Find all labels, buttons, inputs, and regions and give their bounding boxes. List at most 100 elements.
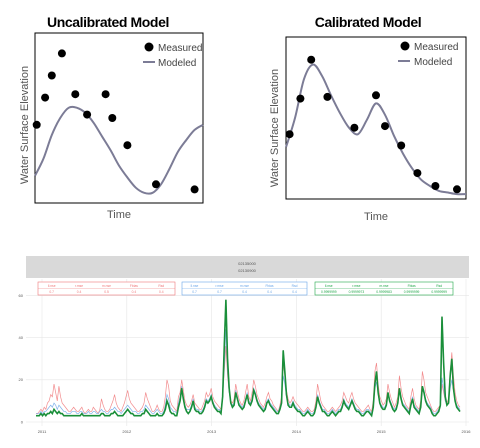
legend-measured-label: Measured xyxy=(158,43,202,54)
measured-point xyxy=(381,122,389,131)
measured-point xyxy=(431,182,440,190)
measured-point xyxy=(285,130,294,139)
measured-point xyxy=(296,94,305,103)
measured-point xyxy=(413,169,422,178)
uncalibrated-title: Uncalibrated Model xyxy=(47,14,169,30)
stat-value: 0.4 xyxy=(159,290,164,294)
measured-point xyxy=(453,185,461,194)
modeled-line xyxy=(34,105,204,195)
x-tick-label: 2011 xyxy=(38,429,47,434)
stat-value: 0.9999999 xyxy=(431,290,447,294)
facet-strip-label-2: 02130900 xyxy=(238,268,257,273)
stat-value: 0.7 xyxy=(217,290,222,294)
stat-legend-box: ll.nse 0.7 r.mse 0.4 m.nse 0.5 Fbias 0.4 Rsd 0.4 xyxy=(37,281,176,296)
stat-header: r.mse xyxy=(352,284,360,288)
x-tick-label: 2014 xyxy=(292,429,302,434)
stat-header: Rsd xyxy=(436,284,442,288)
stat-value: 0.5 xyxy=(104,290,109,294)
stat-value: 0.7 xyxy=(192,290,197,294)
timeseries-y-ticks: 0 20 40 60 xyxy=(19,293,24,424)
stat-legend-box: ll.nse 0.7 r.mse 0.7 m.nse 0.4 Fbias 0.4 Rsd 0.4 xyxy=(181,281,308,296)
measured-point xyxy=(350,123,359,132)
timeseries-stat-legends: ll.nse0.7r.mse0.4m.nse0.5Fbias0.4Rsd0.4l… xyxy=(37,281,454,296)
measured-point xyxy=(397,141,406,150)
stat-header: m.nse xyxy=(380,284,389,288)
measured-point xyxy=(152,180,160,189)
stat-header: m.nse xyxy=(102,284,111,288)
series-line-4 xyxy=(36,299,461,418)
x-tick-label: 2016 xyxy=(462,429,472,434)
x-tick-label: 2012 xyxy=(122,429,132,434)
stat-value: 0.4 xyxy=(77,290,82,294)
stat-value: 0.9999983 xyxy=(376,290,392,294)
y-tick-label: 20 xyxy=(19,377,24,382)
stat-header: r.mse xyxy=(215,284,223,288)
stat-legend-box: ll.nse 0.9999999 r.mse 0.9999973 m.nse 0.9999… xyxy=(314,281,454,296)
stat-value: 0.7 xyxy=(49,290,54,294)
measured-point xyxy=(307,55,316,64)
uncalibrated-plot-frame xyxy=(34,32,204,204)
timeseries-lines xyxy=(36,299,461,418)
uncalibrated-chart: Uncalibrated Model Time Water Surface El… xyxy=(19,14,204,221)
stat-header: m.nse xyxy=(240,284,249,288)
calibrated-x-label: Time xyxy=(364,211,388,223)
uncalibrated-plot-area xyxy=(32,49,204,195)
timeseries-panel-bg xyxy=(26,279,469,426)
calibrated-title: Calibrated Model xyxy=(315,14,421,30)
calibrated-y-label: Water Surface Elevation xyxy=(269,69,281,187)
uncalibrated-x-label: Time xyxy=(107,209,131,221)
facet-strip-label-1: 02135000 xyxy=(238,261,257,266)
timeseries-x-ticks: 2011 2012 2013 2014 2015 2016 xyxy=(38,429,472,434)
y-tick-label: 40 xyxy=(19,335,24,340)
measured-point xyxy=(32,120,41,129)
stat-value: 0.4 xyxy=(242,290,247,294)
timeseries-grid xyxy=(26,279,469,426)
stat-value: 0.9999999 xyxy=(404,290,420,294)
stat-value: 0.4 xyxy=(292,290,297,294)
uncalibrated-legend: Measured Modeled xyxy=(143,42,202,69)
facet-strip xyxy=(26,256,469,278)
stat-value: 0.9999999 xyxy=(321,290,337,294)
calibrated-legend: Measured Modeled xyxy=(398,41,458,68)
legend-measured-marker xyxy=(144,42,154,52)
measured-point xyxy=(47,71,56,80)
calibrated-chart: Calibrated Model Time Water Surface Elev… xyxy=(269,14,467,223)
measured-point xyxy=(41,93,50,102)
legend-modeled-label: Modeled xyxy=(158,58,196,69)
legend-modeled-label: Modeled xyxy=(414,57,452,68)
measured-point xyxy=(57,49,66,58)
measured-point xyxy=(108,114,117,122)
measured-point xyxy=(123,141,132,150)
stat-value: 0.4 xyxy=(132,290,137,294)
measured-point xyxy=(372,91,380,100)
legend-measured-marker xyxy=(400,41,410,51)
stat-value: 0.4 xyxy=(267,290,272,294)
x-tick-label: 2015 xyxy=(377,429,387,434)
calibrated-plot-frame xyxy=(285,36,467,200)
stat-header: Fbias xyxy=(265,284,273,288)
stat-header: ll.nse xyxy=(325,284,333,288)
legend-measured-label: Measured xyxy=(414,42,458,53)
stat-header: Fbias xyxy=(408,284,416,288)
modeled-line xyxy=(285,63,467,196)
stat-header: ll.nse xyxy=(48,284,56,288)
measured-point xyxy=(323,92,332,101)
uncalibrated-y-label: Water Surface Elevation xyxy=(19,66,31,184)
stat-header: r.mse xyxy=(75,284,83,288)
measured-point xyxy=(190,185,199,194)
x-tick-label: 2013 xyxy=(207,429,217,434)
calibrated-plot-area xyxy=(285,55,467,196)
measured-point xyxy=(71,90,80,99)
stat-header: Rsd xyxy=(292,284,298,288)
measured-point xyxy=(101,90,110,99)
stat-value: 0.9999973 xyxy=(349,290,365,294)
y-tick-label: 0 xyxy=(21,419,24,424)
stat-header: Rsd xyxy=(158,284,164,288)
series-line-1 xyxy=(36,346,461,415)
y-tick-label: 60 xyxy=(19,293,24,298)
stat-header: Fbias xyxy=(130,284,138,288)
measured-point xyxy=(83,110,92,119)
stat-header: ll.nse xyxy=(191,284,199,288)
